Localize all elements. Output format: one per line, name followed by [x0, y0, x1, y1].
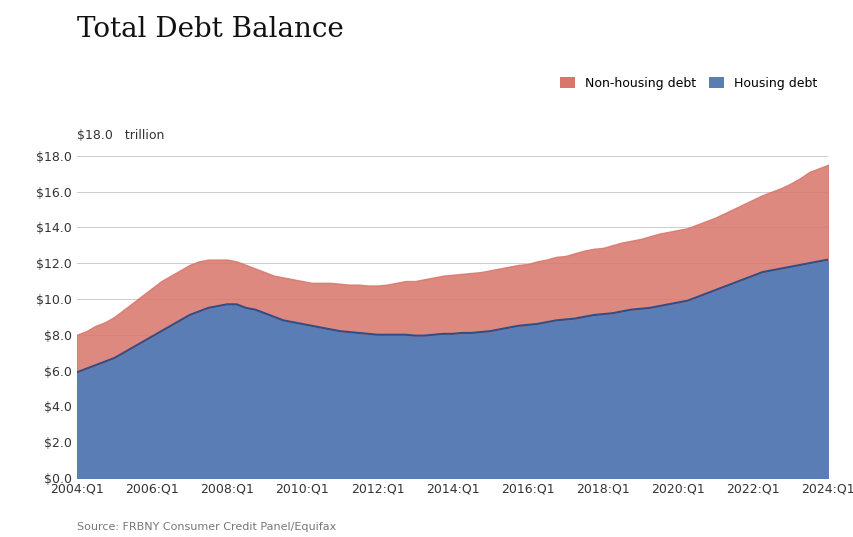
Text: Total Debt Balance: Total Debt Balance	[77, 16, 343, 43]
Text: $18.0   trillion: $18.0 trillion	[77, 129, 164, 142]
Text: Source: FRBNY Consumer Credit Panel/Equifax: Source: FRBNY Consumer Credit Panel/Equi…	[77, 521, 336, 532]
Legend: Non-housing debt, Housing debt: Non-housing debt, Housing debt	[554, 72, 821, 95]
